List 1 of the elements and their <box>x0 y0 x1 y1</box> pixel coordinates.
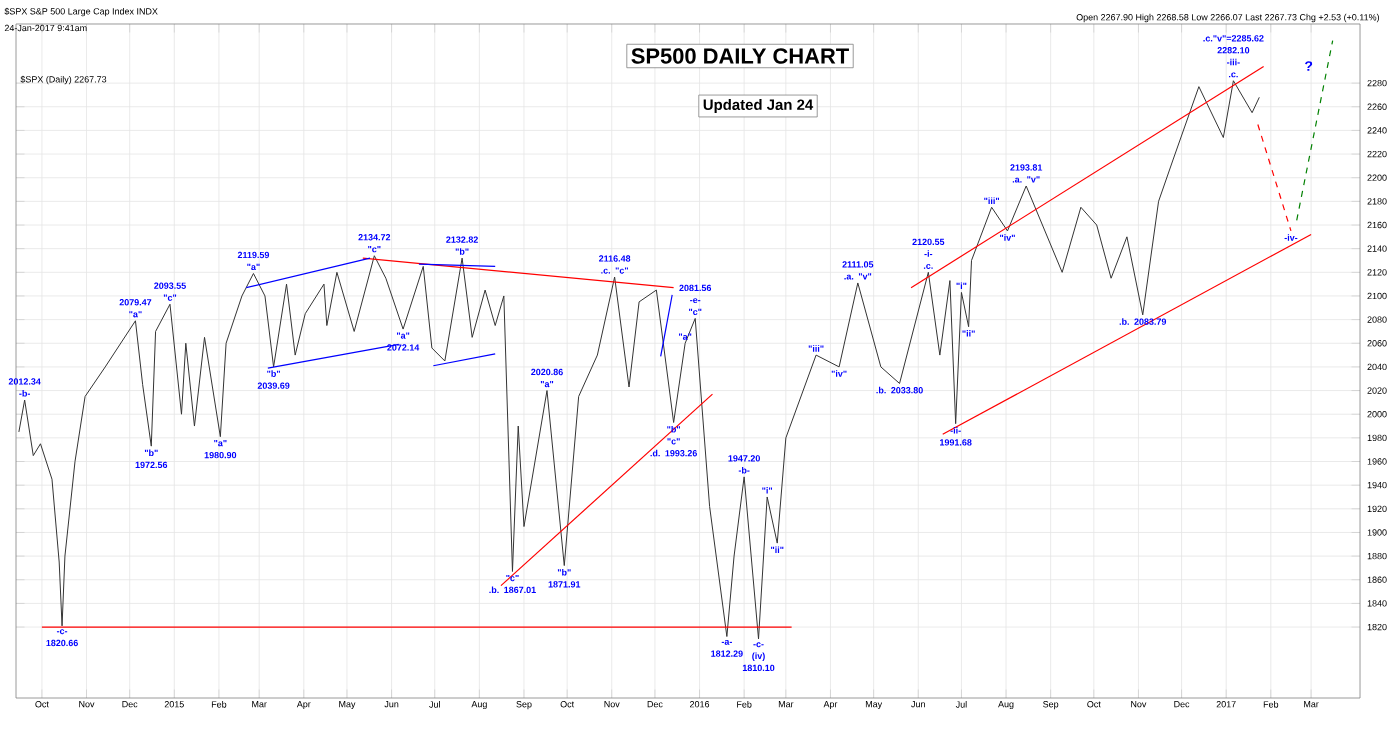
text: SP500 DAILY CHART <box>631 48 849 64</box>
